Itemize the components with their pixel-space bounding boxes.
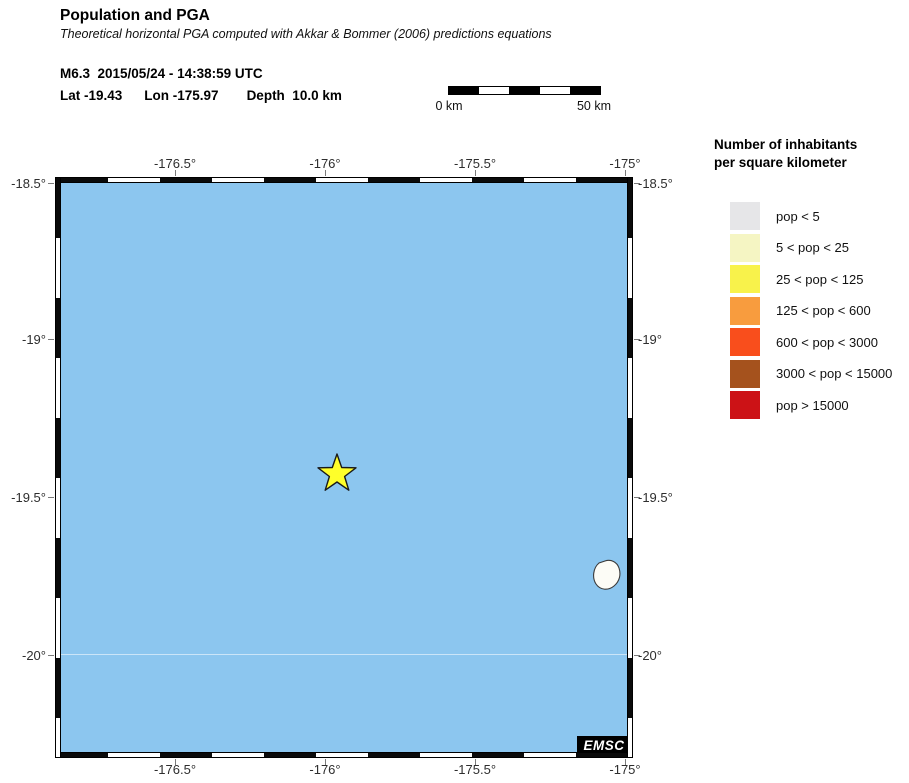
legend-label: 3000 < pop < 15000 <box>776 366 893 381</box>
epicenter-star-icon <box>317 453 357 491</box>
legend-label: pop < 5 <box>776 208 820 224</box>
tick-left <box>48 183 54 184</box>
lon-label-bottom: -175.5° <box>453 762 497 777</box>
scale-segment <box>449 87 480 94</box>
lon-label-bottom: -176° <box>309 762 341 777</box>
tick-left <box>48 655 54 656</box>
tick-bottom <box>175 759 176 765</box>
legend-title-line2: per square kilometer <box>714 155 847 170</box>
tick-bottom <box>625 759 626 765</box>
legend-swatch <box>730 265 760 293</box>
legend-row: pop > 15000 <box>730 391 892 419</box>
legend-row: 125 < pop < 600 <box>730 296 892 325</box>
legend-label: 25 < pop < 125 <box>776 271 864 287</box>
lon-label-top: -175° <box>609 156 641 171</box>
legend-title-line1: Number of inhabitants <box>714 137 858 152</box>
event-latitude: Lat -19.43 <box>60 88 123 103</box>
legend-swatch <box>730 391 760 419</box>
event-location-line: Lat -19.43 Lon -175.97 Depth 10.0 km <box>60 88 342 103</box>
tick-left <box>48 339 54 340</box>
legend-swatch <box>730 202 760 230</box>
population-legend: pop < 5 5 < pop < 25 25 < pop < 125 125 … <box>730 202 892 423</box>
page-subtitle: Theoretical horizontal PGA computed with… <box>60 27 552 41</box>
scale-segment <box>509 87 540 94</box>
tick-top <box>325 170 326 176</box>
tick-bottom <box>475 759 476 765</box>
legend-row: pop < 5 <box>730 202 892 230</box>
tick-bottom <box>325 759 326 765</box>
lon-label-top: -175.5° <box>453 156 497 171</box>
legend-swatch <box>730 296 760 325</box>
tick-top <box>475 170 476 176</box>
lat-label-left: -20° <box>22 648 46 663</box>
tick-top <box>625 170 626 176</box>
tick-left <box>48 497 54 498</box>
emsc-logo: EMSC <box>577 736 631 754</box>
lat-label-right: -19° <box>638 332 662 347</box>
lon-label-top: -176° <box>309 156 341 171</box>
tick-top <box>175 170 176 176</box>
scale-segment <box>569 87 601 94</box>
map-frame-left <box>55 177 61 758</box>
page-title: Population and PGA <box>60 7 210 24</box>
lon-label-bottom: -175° <box>609 762 641 777</box>
legend-row: 25 < pop < 125 <box>730 265 892 293</box>
scale-max-label: 50 km <box>576 99 612 113</box>
legend-row: 5 < pop < 25 <box>730 233 892 262</box>
lat-label-left: -19° <box>22 332 46 347</box>
map-frame-bottom <box>55 752 633 758</box>
map-frame-right <box>627 177 633 758</box>
legend-row: 3000 < pop < 15000 <box>730 359 893 388</box>
lat-label-left: -18.5° <box>11 176 46 191</box>
tick-right <box>634 655 640 656</box>
scale-segment <box>479 87 510 94</box>
lat-label-right: -18.5° <box>638 176 673 191</box>
lat-label-left: -19.5° <box>11 490 46 505</box>
lat-label-right: -20° <box>638 648 662 663</box>
event-depth: Depth 10.0 km <box>246 88 342 103</box>
event-magnitude-datetime: M6.3 2015/05/24 - 14:38:59 UTC <box>60 66 263 81</box>
legend-swatch <box>730 233 760 262</box>
event-longitude: Lon -175.97 <box>144 88 219 103</box>
tick-right <box>634 339 640 340</box>
legend-label: 125 < pop < 600 <box>776 303 871 318</box>
island-shape <box>593 559 621 590</box>
scale-segment <box>539 87 570 94</box>
lon-label-top: -176.5° <box>153 156 197 171</box>
tick-right <box>634 497 640 498</box>
legend-swatch <box>730 328 760 356</box>
legend-label: 5 < pop < 25 <box>776 240 850 255</box>
scale-zero-label: 0 km <box>435 99 463 113</box>
legend-label: pop > 15000 <box>776 397 849 413</box>
legend-row: 600 < pop < 3000 <box>730 328 892 356</box>
gridline-minus-20 <box>58 654 630 655</box>
tick-right <box>634 183 640 184</box>
legend-label: 600 < pop < 3000 <box>776 334 878 350</box>
map-scale-bar <box>448 86 601 95</box>
lon-label-bottom: -176.5° <box>153 762 197 777</box>
map-frame-top <box>55 177 633 183</box>
legend-swatch <box>730 359 760 388</box>
lat-label-right: -19.5° <box>638 490 673 505</box>
